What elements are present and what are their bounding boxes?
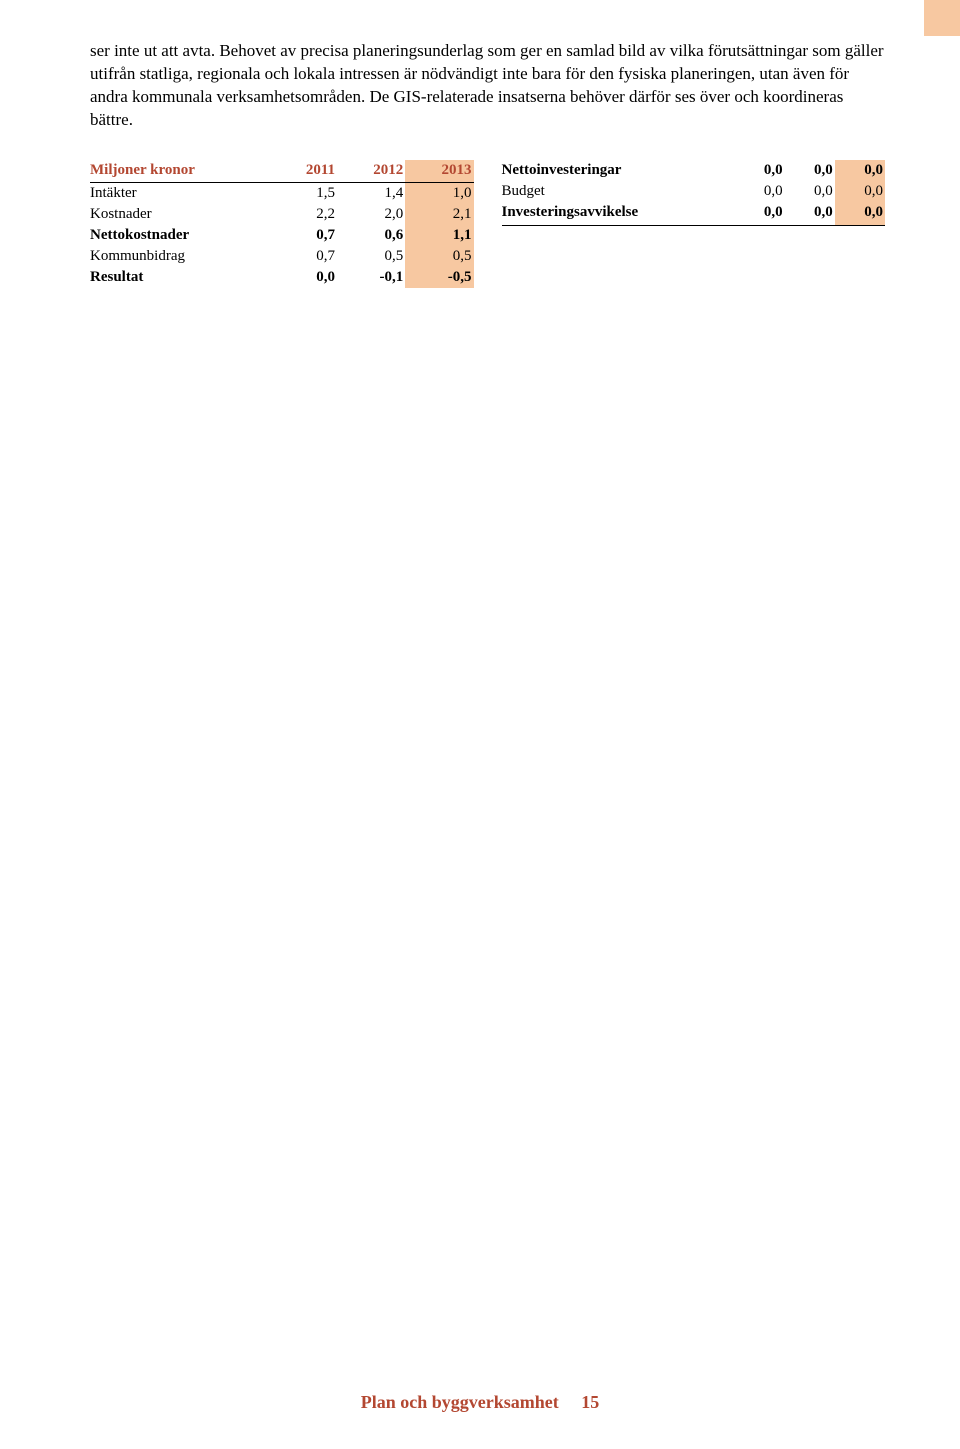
left-table-cell: 1,1: [405, 225, 473, 246]
left-table-cell: 0,7: [270, 225, 337, 246]
left-table-cell: 1,5: [270, 182, 337, 204]
left-table-cell: -0,5: [405, 267, 473, 288]
right-table-row: Nettoinvesteringar0,00,00,0: [502, 160, 886, 181]
left-table-row-label: Resultat: [90, 267, 270, 288]
left-table-cell: 0,0: [270, 267, 337, 288]
right-table-row-label: Investeringsavvikelse: [502, 202, 735, 226]
left-table-cell: 0,5: [405, 246, 473, 267]
left-table-header-row: Miljoner kronor 2011 2012 2013: [90, 160, 474, 183]
left-table-cell: 1,0: [405, 182, 473, 204]
left-table-year-2: 2013: [405, 160, 473, 183]
footer-title: Plan och byggverksamhet: [361, 1392, 559, 1412]
tables-container: Miljoner kronor 2011 2012 2013 Intäkter1…: [90, 160, 885, 288]
left-table-row-label: Kommunbidrag: [90, 246, 270, 267]
left-table-header-label: Miljoner kronor: [90, 160, 270, 183]
left-table-cell: 2,1: [405, 204, 473, 225]
left-table-cell: 0,6: [337, 225, 405, 246]
left-table-year-0: 2011: [270, 160, 337, 183]
left-table-cell: -0,1: [337, 267, 405, 288]
right-table-row-label: Nettoinvesteringar: [502, 160, 735, 181]
right-table-row: Investeringsavvikelse0,00,00,0: [502, 202, 886, 226]
left-table-row: Nettokostnader0,70,61,1: [90, 225, 474, 246]
left-table-row: Intäkter1,51,41,0: [90, 182, 474, 204]
right-table-cell: 0,0: [734, 181, 784, 202]
right-table-cell: 0,0: [785, 202, 835, 226]
right-table-cell: 0,0: [785, 181, 835, 202]
right-table-row: Budget0,00,00,0: [502, 181, 886, 202]
left-table-year-1: 2012: [337, 160, 405, 183]
left-table: Miljoner kronor 2011 2012 2013 Intäkter1…: [90, 160, 474, 288]
page-footer: Plan och byggverksamhet 15: [0, 1392, 960, 1413]
right-table-cell: 0,0: [734, 160, 784, 181]
right-table-cell: 0,0: [835, 160, 885, 181]
left-table-wrap: Miljoner kronor 2011 2012 2013 Intäkter1…: [90, 160, 474, 288]
left-table-row: Resultat0,0-0,1-0,5: [90, 267, 474, 288]
left-table-row-label: Nettokostnader: [90, 225, 270, 246]
body-paragraph: ser inte ut att avta. Behovet av precisa…: [90, 40, 885, 132]
right-table-cell: 0,0: [835, 181, 885, 202]
left-table-cell: 2,0: [337, 204, 405, 225]
right-table-row-label: Budget: [502, 181, 735, 202]
footer-page-number: 15: [581, 1392, 599, 1412]
left-table-cell: 2,2: [270, 204, 337, 225]
left-table-cell: 0,5: [337, 246, 405, 267]
left-table-row-label: Intäkter: [90, 182, 270, 204]
right-table-wrap: Nettoinvesteringar0,00,00,0Budget0,00,00…: [502, 160, 886, 288]
right-table: Nettoinvesteringar0,00,00,0Budget0,00,00…: [502, 160, 886, 226]
left-table-cell: 0,7: [270, 246, 337, 267]
page-corner-highlight: [924, 0, 960, 36]
left-table-row: Kommunbidrag0,70,50,5: [90, 246, 474, 267]
right-table-cell: 0,0: [835, 202, 885, 226]
left-table-row: Kostnader2,22,02,1: [90, 204, 474, 225]
left-table-cell: 1,4: [337, 182, 405, 204]
right-table-cell: 0,0: [785, 160, 835, 181]
left-table-row-label: Kostnader: [90, 204, 270, 225]
right-table-cell: 0,0: [734, 202, 784, 226]
